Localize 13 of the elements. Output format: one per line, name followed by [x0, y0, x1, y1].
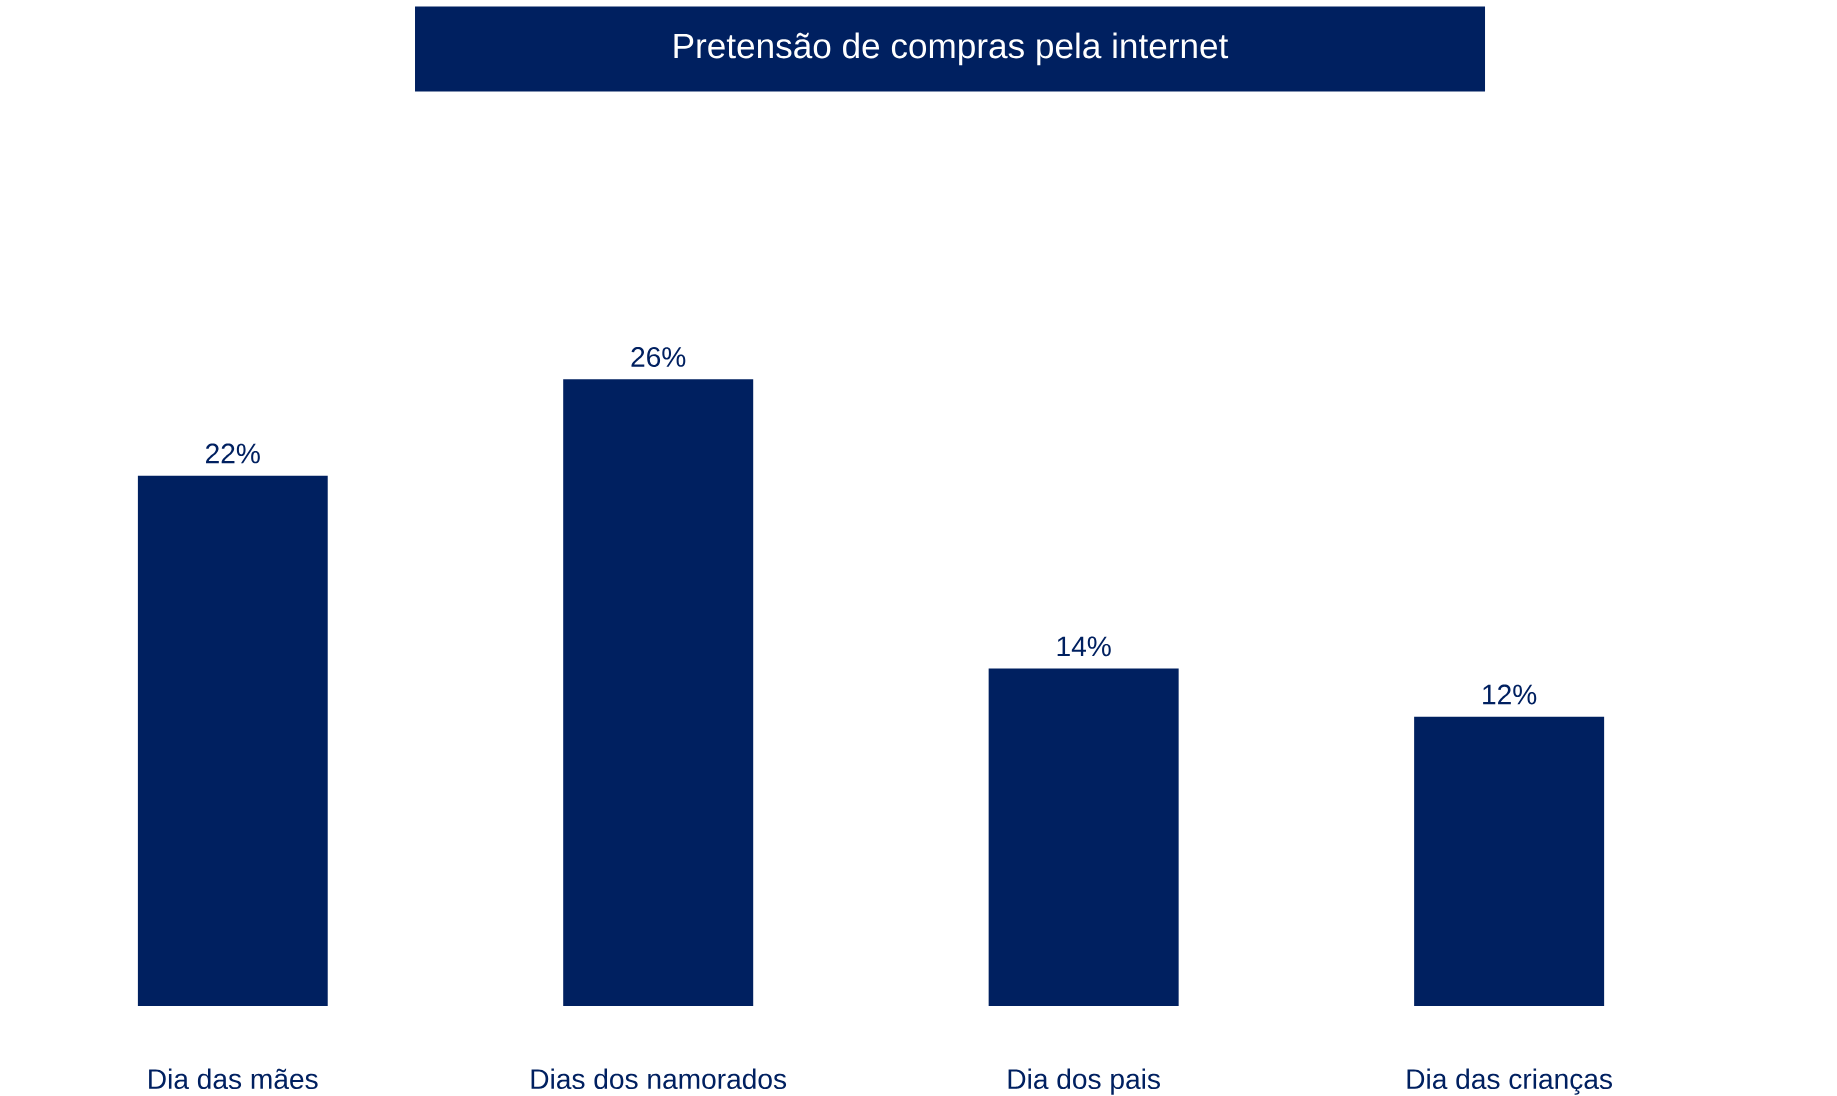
bar — [1414, 716, 1605, 1007]
bar — [988, 668, 1179, 1007]
bar — [563, 379, 754, 1007]
x-tick-label: Dias dos namorados — [531, 1068, 787, 1090]
data-label: 14% — [1057, 636, 1111, 657]
chart-title: Pretensão de compras pela internet — [674, 32, 1229, 66]
bar — [137, 475, 328, 1007]
x-tick-label: Dia das crianças — [1407, 1068, 1612, 1095]
data-label: 12% — [1483, 684, 1537, 705]
data-label: 22% — [206, 443, 260, 464]
data-label: 26% — [631, 347, 686, 367]
x-tick-label: Dia dos pais — [1008, 1068, 1160, 1095]
x-tick-label: Dia das mães — [149, 1068, 318, 1090]
